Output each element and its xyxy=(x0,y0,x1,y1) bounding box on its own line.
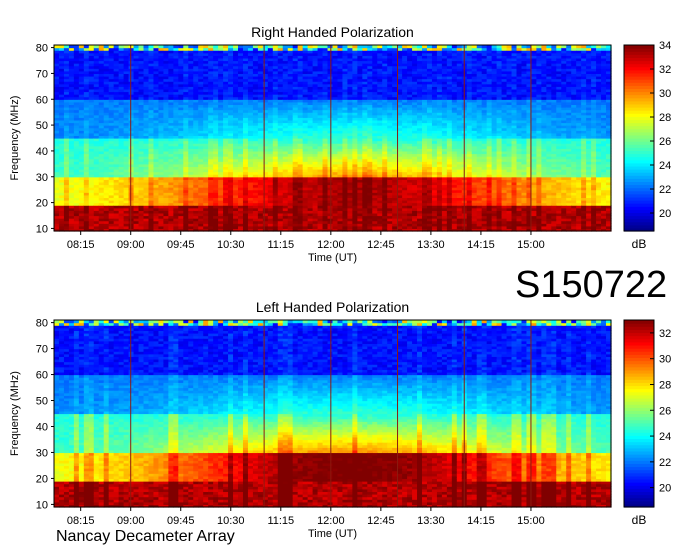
x-tick-label: 12:45 xyxy=(367,515,395,527)
colorbar: 20 22 24 26 28 30 32 dB xyxy=(623,319,671,527)
colorbar-label: dB xyxy=(632,237,647,251)
y-tick-label: 80 xyxy=(36,318,48,330)
y-tick-label: 60 xyxy=(36,370,48,382)
colorbar-tick-label: 30 xyxy=(659,354,671,366)
plot-frame xyxy=(53,319,612,508)
y-tick-label: 50 xyxy=(36,120,48,132)
instrument-label: Nancay Decameter Array xyxy=(56,528,235,545)
colorbar: 20 22 24 26 28 30 32 34 dB xyxy=(623,40,671,251)
colorbar-tick-label: 24 xyxy=(659,160,671,172)
y-tick-label: 80 xyxy=(36,43,48,55)
x-tick-label: 10:30 xyxy=(217,515,245,527)
station-id: S150722 xyxy=(515,264,668,306)
x-axis-label: Time (UT) xyxy=(308,252,357,264)
y-tick-label: 10 xyxy=(36,223,48,235)
x-tick-label: 15:00 xyxy=(517,515,545,527)
chart-title: Right Handed Polarization xyxy=(251,24,414,40)
y-tick-label: 10 xyxy=(36,499,48,511)
colorbar-label: dB xyxy=(632,513,647,527)
x-tick-label: 09:45 xyxy=(167,515,195,527)
colorbar-frame xyxy=(623,319,655,508)
x-tick-label: 10:30 xyxy=(217,239,245,251)
x-tick-label: 13:30 xyxy=(417,515,445,527)
colorbar-tick-label: 24 xyxy=(659,431,671,443)
y-tick-label: 40 xyxy=(36,421,48,433)
x-tick-label: 09:00 xyxy=(117,515,145,527)
spectrogram xyxy=(54,45,612,232)
y-tick-label: 30 xyxy=(36,172,48,184)
colorbar-tick-label: 22 xyxy=(659,457,671,469)
colorbar-tick-label: 20 xyxy=(659,483,671,495)
colorbar-tick-label: 32 xyxy=(659,328,671,340)
x-axis-label: Time (UT) xyxy=(308,528,357,540)
colorbar-tick-label: 26 xyxy=(659,405,671,417)
x-tick-label: 14:15 xyxy=(467,239,495,251)
spectrogram xyxy=(54,320,612,508)
colorbar-tick-label: 20 xyxy=(659,208,671,220)
x-tick-label: 11:15 xyxy=(267,239,294,251)
x-tick-label: 09:00 xyxy=(117,239,145,251)
x-tick-label: 08:15 xyxy=(67,515,95,527)
y-tick-label: 40 xyxy=(36,146,48,158)
colorbar-frame xyxy=(623,44,655,232)
x-tick-label: 11:15 xyxy=(267,515,294,527)
colorbar-tick-label: 22 xyxy=(659,184,671,196)
right-polarization-panel: Right Handed Polarization 10 20 30 40 50 60 70 8… xyxy=(9,24,671,264)
colorbar-tick-label: 32 xyxy=(659,64,671,76)
colorbar-tick-label: 28 xyxy=(659,112,671,124)
colorbar-tick-label: 34 xyxy=(659,40,671,52)
x-tick-label: 13:30 xyxy=(417,239,445,251)
y-axis-label: Frequency (MHz) xyxy=(9,96,21,181)
chart-title: Left Handed Polarization xyxy=(256,299,409,315)
colorbar-tick-label: 30 xyxy=(659,88,671,100)
y-tick-label: 30 xyxy=(36,447,48,459)
left-polarization-panel: Left Handed Polarization 10 20 30 40 50 60 70 80… xyxy=(9,299,671,540)
y-axis-label: Frequency (MHz) xyxy=(9,371,21,456)
y-tick-label: 60 xyxy=(36,94,48,106)
x-tick-label: 12:00 xyxy=(317,515,345,527)
x-tick-label: 12:00 xyxy=(317,239,345,251)
y-tick-label: 70 xyxy=(36,344,48,356)
y-tick-label: 20 xyxy=(36,198,48,210)
y-tick-label: 20 xyxy=(36,473,48,485)
x-tick-label: 15:00 xyxy=(517,239,545,251)
x-tick-label: 08:15 xyxy=(67,239,95,251)
y-tick-label: 70 xyxy=(36,68,48,80)
y-tick-label: 50 xyxy=(36,396,48,408)
colorbar-tick-label: 26 xyxy=(659,136,671,148)
x-tick-label: 14:15 xyxy=(467,515,495,527)
plot-frame xyxy=(53,44,612,232)
colorbar-tick-label: 28 xyxy=(659,379,671,391)
x-tick-label: 09:45 xyxy=(167,239,195,251)
x-tick-label: 12:45 xyxy=(367,239,395,251)
